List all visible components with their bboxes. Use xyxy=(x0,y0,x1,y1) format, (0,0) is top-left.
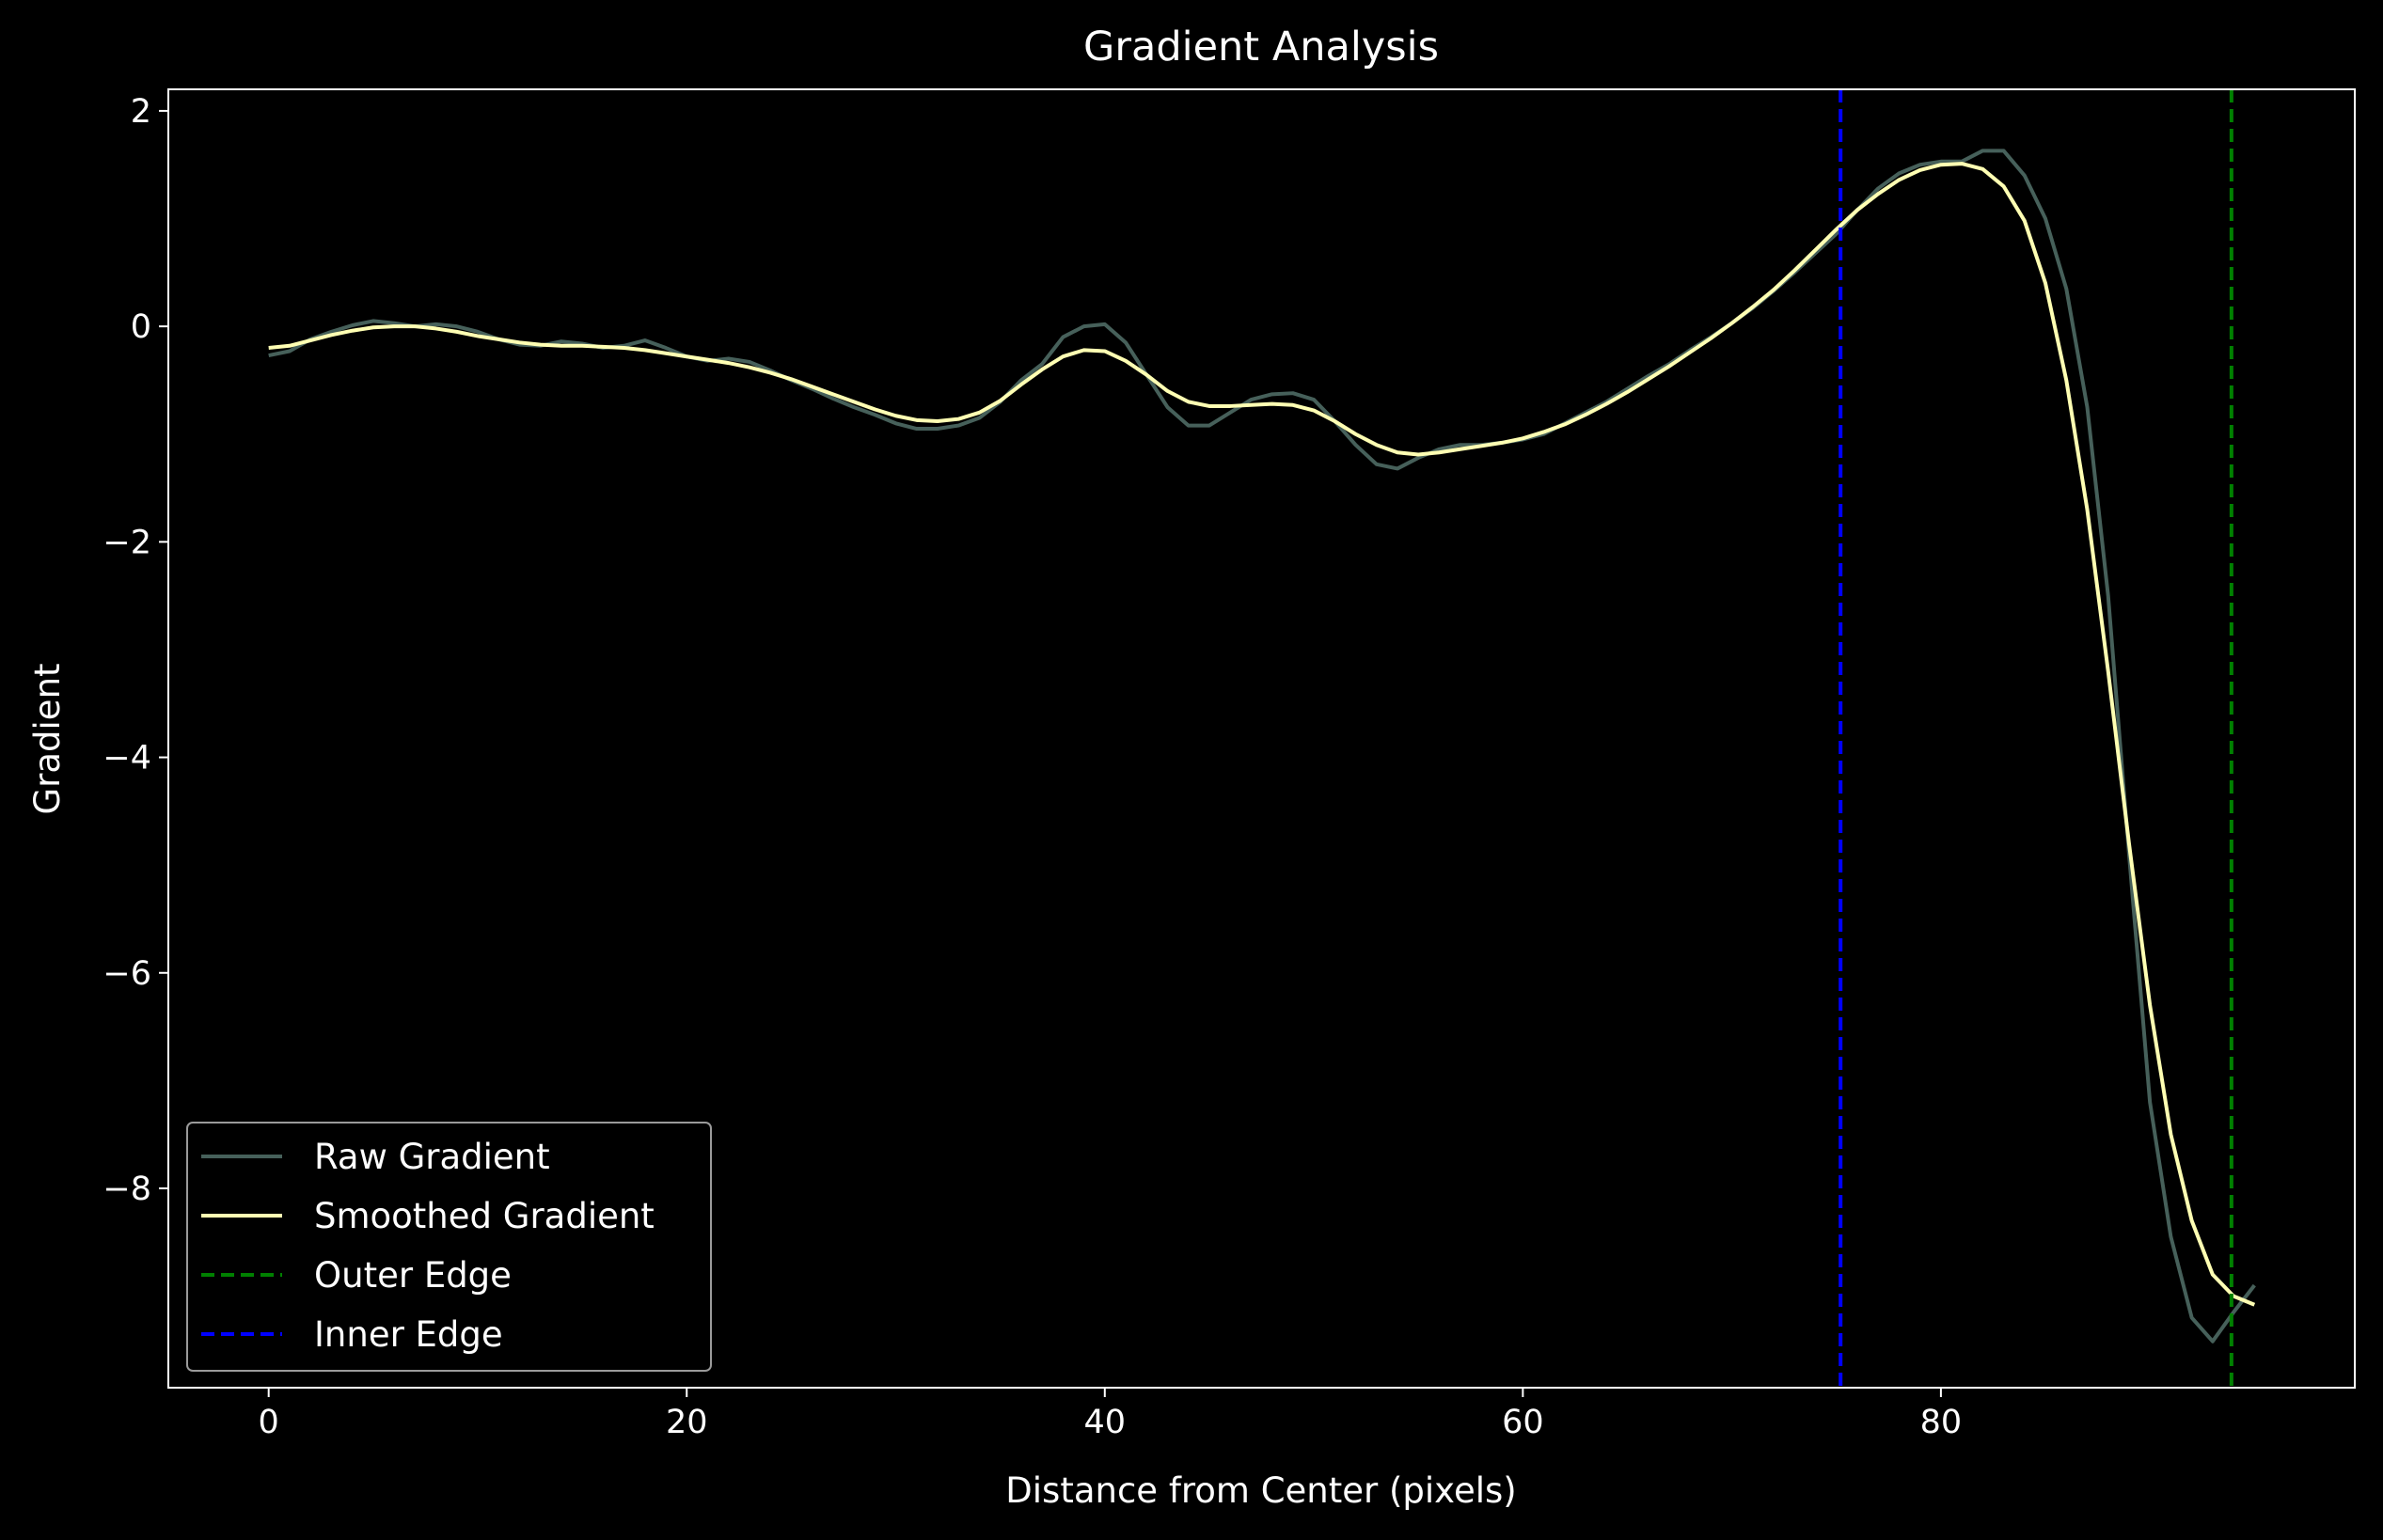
x-tick-label: 0 xyxy=(259,1404,279,1441)
series-layer xyxy=(268,89,2256,1388)
y-tick-label: −2 xyxy=(103,524,151,561)
legend-label-outer-edge: Outer Edge xyxy=(314,1255,512,1296)
chart-title: Gradient Analysis xyxy=(1083,24,1439,71)
legend-box xyxy=(186,1122,712,1372)
x-axis-title: Distance from Center (pixels) xyxy=(1005,1470,1516,1511)
legend-label-smoothed-gradient: Smoothed Gradient xyxy=(314,1196,655,1236)
legend-label-raw-gradient: Raw Gradient xyxy=(314,1137,550,1177)
x-tick-label: 80 xyxy=(1920,1404,1963,1441)
smoothed-gradient-line xyxy=(268,162,2256,1307)
x-axis-ticks: 0 20 40 60 80 xyxy=(259,1388,1963,1441)
y-tick-label: −4 xyxy=(103,740,151,778)
x-tick-label: 20 xyxy=(666,1404,708,1441)
y-tick-label: −6 xyxy=(103,955,151,993)
legend-label-inner-edge: Inner Edge xyxy=(314,1314,503,1355)
y-tick-label: 2 xyxy=(131,93,151,131)
y-axis-title: Gradient xyxy=(27,663,68,814)
y-axis-ticks: 2 0 −2 −4 −6 −8 xyxy=(103,93,168,1208)
y-tick-label: −8 xyxy=(103,1171,151,1208)
legend: Raw Gradient Smoothed Gradient Outer Edg… xyxy=(186,1122,712,1372)
x-tick-label: 40 xyxy=(1084,1404,1127,1441)
x-tick-label: 60 xyxy=(1502,1404,1544,1441)
y-tick-label: 0 xyxy=(131,308,151,346)
plot-frame xyxy=(167,88,2356,1389)
